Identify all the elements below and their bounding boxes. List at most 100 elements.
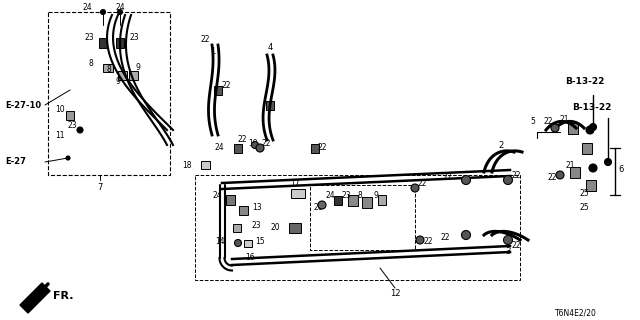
Circle shape <box>256 144 264 152</box>
Text: 20: 20 <box>270 223 280 233</box>
Text: 25: 25 <box>579 188 589 197</box>
Text: 23: 23 <box>84 33 94 42</box>
Text: 9: 9 <box>135 63 140 73</box>
Circle shape <box>605 158 611 165</box>
Circle shape <box>589 124 596 131</box>
Text: 5: 5 <box>530 117 535 126</box>
Bar <box>570 166 580 178</box>
Text: 14: 14 <box>216 237 225 246</box>
Text: E-27-10: E-27-10 <box>5 100 41 109</box>
Text: 4: 4 <box>268 44 273 52</box>
Bar <box>233 224 241 232</box>
Text: 23: 23 <box>252 220 262 229</box>
Text: 22: 22 <box>200 36 210 44</box>
Bar <box>568 123 578 133</box>
Bar <box>225 195 234 205</box>
Circle shape <box>66 156 70 160</box>
Bar <box>200 161 209 169</box>
Polygon shape <box>20 283 50 313</box>
Bar <box>195 175 520 280</box>
Circle shape <box>234 239 241 246</box>
Text: 24: 24 <box>214 143 224 153</box>
Text: 22: 22 <box>237 135 247 145</box>
Text: 22: 22 <box>440 233 450 242</box>
Text: 23: 23 <box>67 121 77 130</box>
Circle shape <box>589 164 597 172</box>
Text: 24: 24 <box>115 4 125 12</box>
Text: 7: 7 <box>97 182 102 191</box>
Bar <box>118 70 127 79</box>
Text: 25: 25 <box>580 203 589 212</box>
Text: 9: 9 <box>115 77 120 86</box>
Bar <box>310 185 415 250</box>
Bar <box>266 100 274 109</box>
Text: 24: 24 <box>82 4 92 12</box>
Bar <box>291 188 305 197</box>
Text: 1: 1 <box>211 47 216 57</box>
Text: 18: 18 <box>182 161 192 170</box>
Bar <box>362 196 372 207</box>
Bar <box>103 64 113 72</box>
Circle shape <box>252 141 259 148</box>
Text: 19: 19 <box>248 139 258 148</box>
Text: 22: 22 <box>423 237 433 246</box>
Circle shape <box>586 126 594 134</box>
Text: 22: 22 <box>318 143 328 153</box>
Text: 22: 22 <box>511 241 520 250</box>
Text: 22: 22 <box>544 117 554 126</box>
Bar <box>311 143 319 153</box>
Text: 22: 22 <box>418 179 428 188</box>
Text: 23: 23 <box>341 191 351 201</box>
Text: 21: 21 <box>560 116 570 124</box>
Bar <box>99 38 107 48</box>
Text: T6N4E2/20: T6N4E2/20 <box>555 308 597 317</box>
Bar <box>48 12 170 175</box>
Text: B-13-22: B-13-22 <box>565 77 604 86</box>
Circle shape <box>100 10 106 14</box>
Text: 24: 24 <box>212 191 222 201</box>
Circle shape <box>118 10 122 14</box>
Bar <box>239 205 248 214</box>
Bar <box>116 38 124 48</box>
Bar <box>244 239 252 246</box>
Bar <box>348 195 358 205</box>
Bar <box>129 70 138 79</box>
Bar <box>214 85 222 94</box>
Circle shape <box>318 201 326 209</box>
Text: E-27: E-27 <box>5 157 26 166</box>
Text: B-13-22: B-13-22 <box>572 103 611 113</box>
Text: 8: 8 <box>358 190 362 199</box>
Bar <box>582 142 592 154</box>
Bar <box>234 143 242 153</box>
Bar <box>66 110 74 119</box>
Circle shape <box>504 236 513 244</box>
Text: 23: 23 <box>130 33 140 42</box>
Circle shape <box>77 127 83 133</box>
Text: 11: 11 <box>55 131 65 140</box>
Text: 13: 13 <box>252 203 262 212</box>
Text: 12: 12 <box>390 289 400 298</box>
Text: 16: 16 <box>245 253 255 262</box>
Circle shape <box>504 175 513 185</box>
Text: 8: 8 <box>106 66 111 75</box>
Text: 22: 22 <box>548 173 557 182</box>
Text: 24: 24 <box>325 190 335 199</box>
Circle shape <box>416 236 424 244</box>
Bar <box>586 180 596 190</box>
Text: 10: 10 <box>55 106 65 115</box>
Text: 17: 17 <box>290 179 300 188</box>
Text: 8: 8 <box>88 59 93 68</box>
Text: 21: 21 <box>565 161 575 170</box>
Text: 6: 6 <box>618 165 623 174</box>
Text: 9: 9 <box>374 190 378 199</box>
Circle shape <box>461 175 470 185</box>
Circle shape <box>461 230 470 239</box>
Text: 15: 15 <box>255 237 264 246</box>
Circle shape <box>411 184 419 192</box>
Text: 2: 2 <box>498 140 503 149</box>
Circle shape <box>556 171 564 179</box>
Text: 22: 22 <box>442 173 452 182</box>
Bar <box>334 196 342 204</box>
Text: FR.: FR. <box>53 291 74 301</box>
Text: 22: 22 <box>511 171 520 180</box>
